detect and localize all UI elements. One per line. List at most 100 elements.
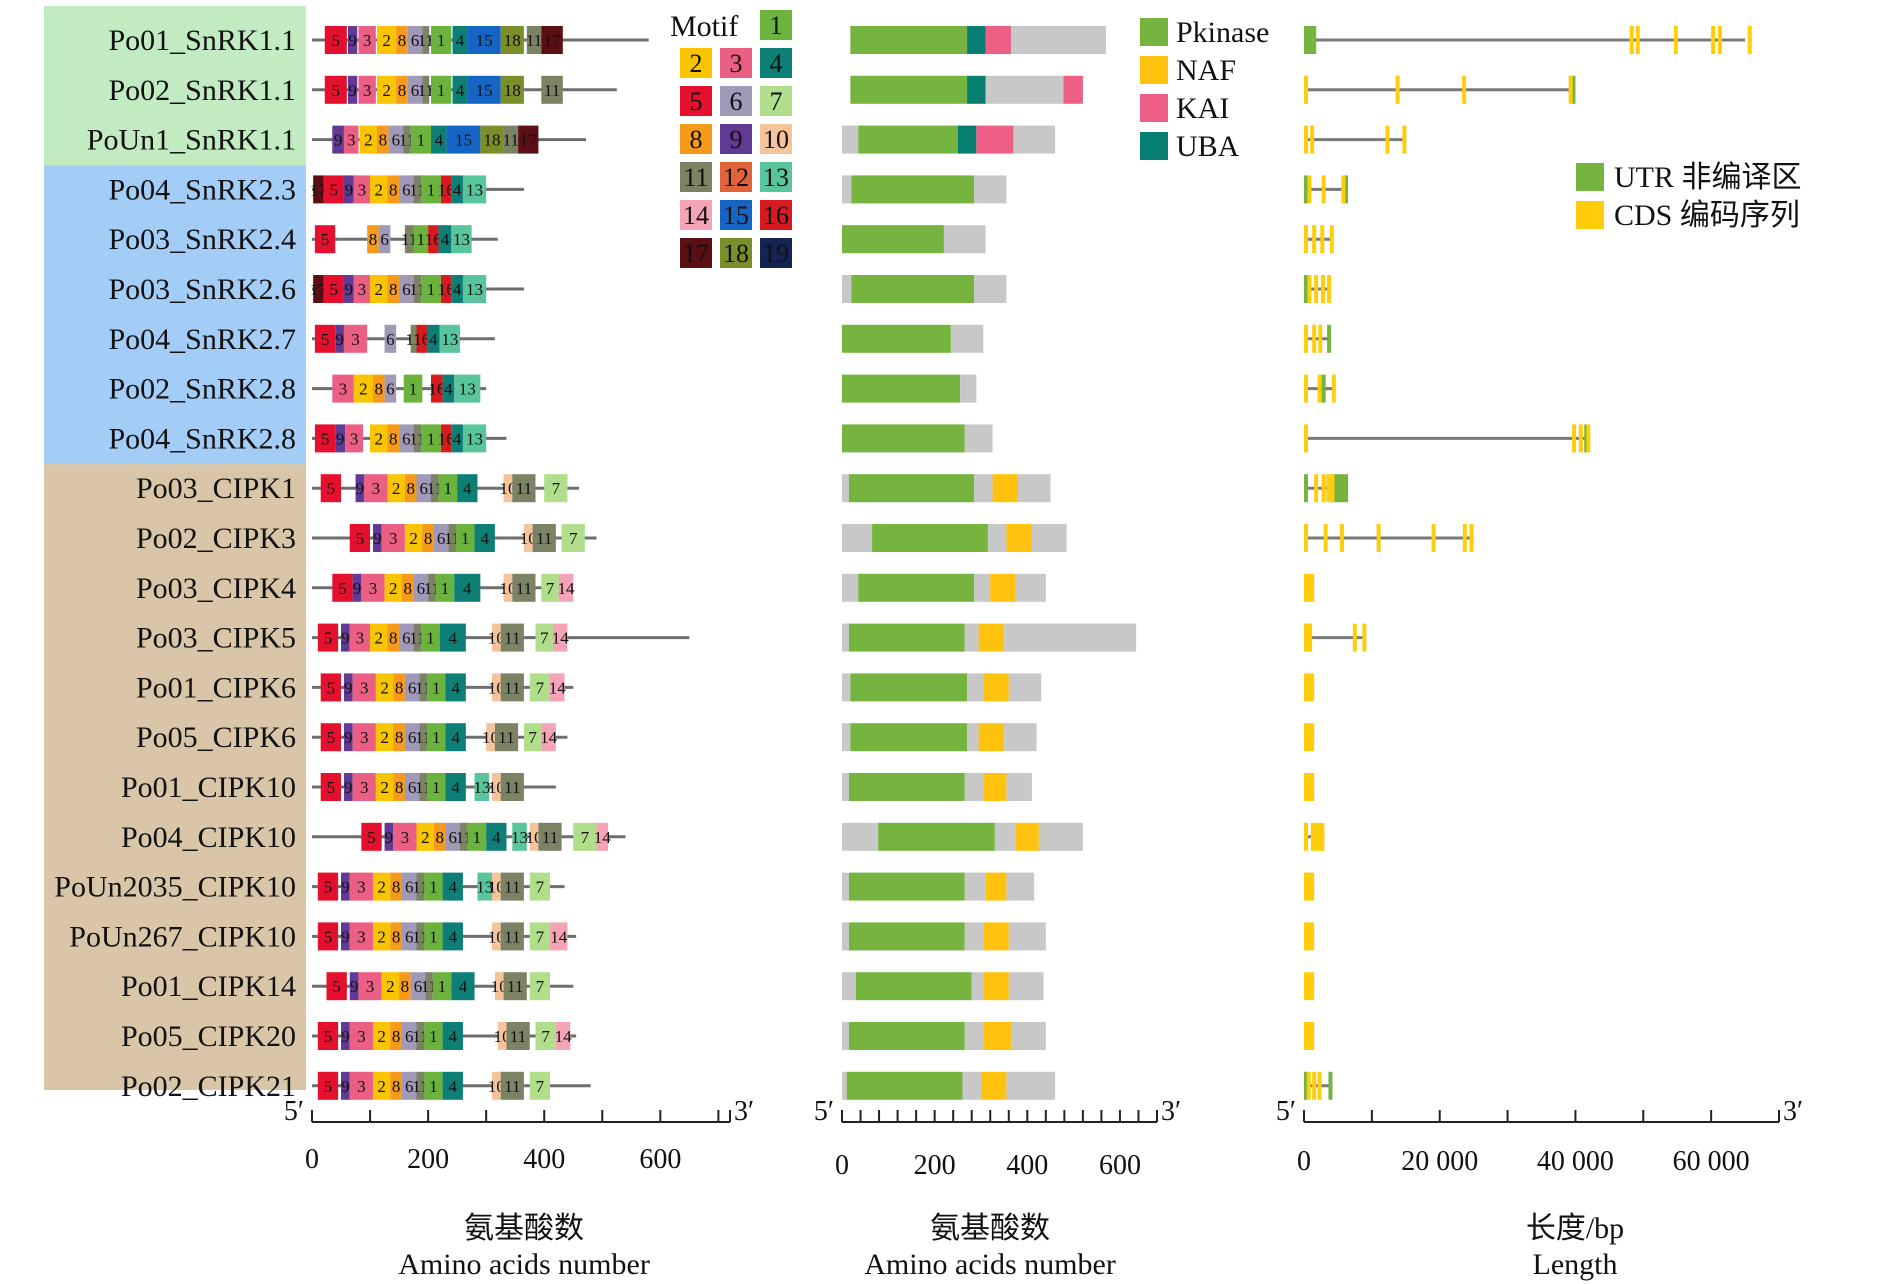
motif-panel: 5 9 3 2 8 611 1 4 15 18 11 175 9 3 2 8 611 1 4 15 18 119 3 2 8 61… xyxy=(310,26,690,1100)
motif-box xyxy=(404,723,420,752)
motif-number: 14 xyxy=(594,828,612,847)
motif-number: 1 xyxy=(437,31,446,50)
motif-box xyxy=(320,673,342,702)
motif-number: 3 xyxy=(356,629,365,648)
axis-title-english: Amino acids number xyxy=(864,1248,1116,1281)
motif-box xyxy=(424,1022,443,1050)
motif-number: 5 xyxy=(324,878,333,897)
motif-box xyxy=(541,573,559,602)
motif-legend-swatch xyxy=(720,124,752,154)
cds-block xyxy=(1341,175,1346,204)
motif-box xyxy=(375,723,394,752)
motif-box xyxy=(523,723,542,752)
motif-box xyxy=(317,1022,339,1050)
motif-box xyxy=(403,125,411,154)
motif-box xyxy=(500,773,524,801)
motif-box xyxy=(442,922,463,951)
gene-name-label: Po02_CIPK21 xyxy=(121,1070,296,1103)
gene-name-label: Po01_SnRK1.1 xyxy=(108,24,296,57)
motif-box xyxy=(343,125,359,154)
cds-block xyxy=(1329,225,1334,254)
cds-block xyxy=(1304,324,1308,353)
axis-tick-label: 60 000 xyxy=(1673,1146,1750,1177)
motif-box xyxy=(381,524,405,552)
gene-name-label: Po04_CIPK10 xyxy=(121,821,296,854)
motif-box xyxy=(442,374,455,403)
motif-number: 8 xyxy=(395,778,404,797)
motif-number: 1 xyxy=(427,180,436,199)
motif-number: 9 xyxy=(341,878,350,897)
motif-number: 1 xyxy=(432,678,441,697)
cds-block xyxy=(1304,972,1315,1001)
motif-number: 6 xyxy=(386,330,395,349)
motif-number: 9 xyxy=(341,1077,350,1096)
motif-number: 5 xyxy=(332,81,341,100)
cds-block xyxy=(1331,374,1336,403)
cds-block xyxy=(1376,524,1381,552)
domain-block-other xyxy=(842,822,879,851)
motif-box xyxy=(529,1071,551,1100)
motif-box xyxy=(491,1071,501,1100)
domain-block-pkinase xyxy=(848,474,975,503)
cds-block xyxy=(1629,26,1634,54)
motif-box xyxy=(413,225,429,254)
motif-number: 5 xyxy=(327,678,336,697)
motif-number: 10 xyxy=(488,678,505,697)
motif-number: 2 xyxy=(380,728,389,747)
motif-number: 5 xyxy=(324,1027,333,1046)
domain-block-other xyxy=(842,623,849,652)
motif-number: 8 xyxy=(375,380,384,399)
motif-number: 10 xyxy=(499,579,516,598)
motif-number: 6 xyxy=(449,828,458,847)
domain-block-pkinase xyxy=(850,26,968,54)
motif-box xyxy=(425,972,433,1001)
motif-number: 10 xyxy=(491,977,508,996)
motif-box xyxy=(431,75,452,104)
motif-box xyxy=(393,673,405,702)
motif-number: 11 xyxy=(542,828,558,847)
motif-number: 6 xyxy=(408,778,417,797)
cds-block xyxy=(1312,324,1317,353)
motif-number: 1 xyxy=(409,380,418,399)
motif-box xyxy=(416,822,434,851)
motif-box xyxy=(596,822,609,851)
motif-box xyxy=(317,1071,339,1100)
structure-legend: UTR 非编译区 CDS 编码序列 xyxy=(1576,161,1802,232)
motif-number: 9 xyxy=(356,479,365,498)
cds-block xyxy=(1673,26,1678,54)
motif-box xyxy=(370,623,388,652)
motif-number: 4 xyxy=(456,81,465,100)
motif-box xyxy=(343,275,354,303)
motif-box xyxy=(324,75,347,104)
motif-box xyxy=(314,424,336,453)
cds-block xyxy=(1314,275,1319,303)
motif-number: 8 xyxy=(389,280,398,299)
domain-block-other xyxy=(964,424,993,453)
domain-block-other xyxy=(994,822,1016,851)
motif-number: 3 xyxy=(366,977,375,996)
motif-number: 3 xyxy=(358,280,367,299)
cds-block xyxy=(1310,125,1315,154)
motif-number: 2 xyxy=(392,479,401,498)
utr-block xyxy=(1304,175,1308,204)
motif-box xyxy=(388,125,404,154)
motif-box xyxy=(401,1071,417,1100)
motif-number: 5 xyxy=(324,1077,333,1096)
motif-number: 11 xyxy=(418,31,434,50)
motif-number: 13 xyxy=(466,180,483,199)
motif-box xyxy=(477,872,492,901)
motif-number: 3 xyxy=(357,927,366,946)
motif-box xyxy=(410,125,432,154)
motif-box xyxy=(403,374,423,403)
motif-box xyxy=(407,26,423,54)
motif-box xyxy=(396,75,408,104)
motif-box xyxy=(341,1071,350,1100)
gene-name-label: PoUn2035_CIPK10 xyxy=(54,871,296,904)
domain-block-other xyxy=(1004,723,1037,752)
motif-number: 16 xyxy=(438,429,455,448)
utr-block xyxy=(1584,424,1589,453)
motif-box xyxy=(428,225,439,254)
motif-box xyxy=(372,872,391,901)
motif-box xyxy=(523,524,533,552)
motif-box xyxy=(343,773,353,801)
